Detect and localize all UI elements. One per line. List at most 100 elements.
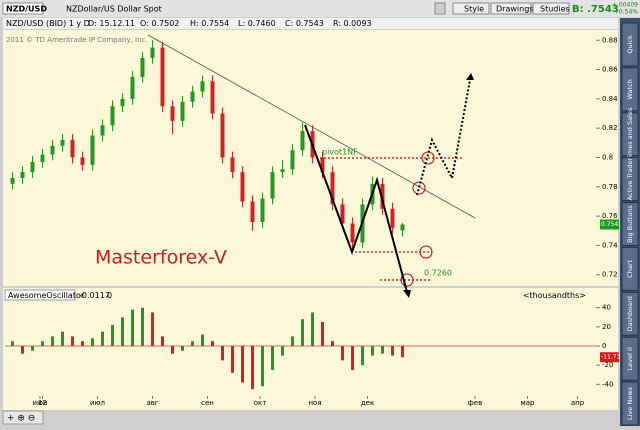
osc-name: AwesomeOscillator <box>8 291 85 300</box>
candle-body <box>300 131 305 151</box>
candle-body <box>150 47 155 58</box>
osc-units: <thousandths> <box>523 291 586 300</box>
oscillator-bar <box>171 346 174 354</box>
sidebar-tab[interactable] <box>621 157 639 202</box>
sidebar-tab[interactable] <box>621 246 639 291</box>
oscillator-bar <box>211 341 214 346</box>
x-tick-label: фев <box>468 399 482 407</box>
low: L: 0.7460 <box>238 19 276 28</box>
symbol: NZD/USD <box>6 5 47 14</box>
candle-body <box>270 172 275 199</box>
candle-body <box>290 150 295 170</box>
candle-body <box>380 183 385 209</box>
y-tick-label: 0 <box>602 342 606 350</box>
sidebar-tab-label: Chart <box>626 260 634 278</box>
x-tick-label: ноя <box>308 399 321 407</box>
target-label: 0.7260 <box>424 269 452 278</box>
oscillator-bar <box>401 346 404 358</box>
sidebar-tab[interactable] <box>621 291 639 336</box>
oscillator-bar <box>131 309 134 346</box>
candle-body <box>250 201 255 222</box>
candle-body <box>40 154 45 162</box>
oscillator-panel <box>3 288 618 396</box>
last-price-box <box>600 219 619 230</box>
forecast-path <box>416 79 471 196</box>
candle-body <box>140 57 145 77</box>
y-tick-label: 20 <box>602 323 611 331</box>
candle-body <box>120 98 125 107</box>
sidebar-tab[interactable] <box>621 336 639 381</box>
osc-zero: 0 <box>107 291 112 300</box>
y-tick-label: 40 <box>602 304 611 312</box>
y-tick-label: 0.84 <box>602 95 618 103</box>
zoom-controls[interactable] <box>2 410 44 425</box>
sidebar-tab-label: Big Buttons <box>626 205 634 243</box>
candle-body <box>230 157 235 173</box>
oscillator-bar <box>41 341 44 346</box>
change-pct: +0.54% <box>614 9 638 16</box>
description: NZDollar/US Dollar Spot <box>66 5 162 14</box>
circle <box>400 273 414 287</box>
y-tick-label: 0.78 <box>602 183 618 191</box>
oscillator-bar <box>221 346 224 361</box>
last-osc-box <box>600 352 619 363</box>
oscillator-bar <box>321 322 324 346</box>
y-tick-label: 0.86 <box>602 66 618 74</box>
drawings-button[interactable] <box>490 2 532 15</box>
candle-body <box>260 198 265 222</box>
time-axis <box>3 396 618 410</box>
x-tick-label: сен <box>201 399 214 407</box>
symbol-input[interactable] <box>2 2 44 15</box>
candle-body <box>130 76 135 99</box>
osc-name-box <box>4 289 76 301</box>
annotations: pivot1NF 0.7260 Masterforex-V <box>95 34 476 298</box>
candle-body <box>340 204 345 224</box>
oscillator-bar <box>271 346 274 370</box>
oscillator-bar <box>291 336 294 346</box>
oscillator-bar <box>81 341 84 346</box>
oscillator-bar <box>371 346 374 356</box>
arrowhead <box>403 290 411 298</box>
sidebar-tab[interactable] <box>621 381 639 426</box>
candle-body <box>70 139 75 158</box>
range: R: 0.0093 <box>333 19 372 28</box>
arrowhead <box>466 73 474 80</box>
candle-body <box>100 125 105 136</box>
oscillator-bar <box>391 346 394 356</box>
y-tick-label: -40 <box>602 380 613 388</box>
candle-body <box>190 91 195 102</box>
date: D: 15.12.11 <box>88 19 135 28</box>
sidebar-tab-label: Times and Sales <box>626 107 634 162</box>
y-tick-label: 0.82 <box>602 124 618 132</box>
candle-body <box>220 113 225 158</box>
oscillator-bar <box>111 324 114 346</box>
sidebar-tab-label: Level II <box>626 347 634 370</box>
sidebar-tab[interactable] <box>621 202 639 246</box>
candle-body <box>200 81 205 92</box>
oscillator-bar <box>231 346 234 373</box>
oscillator-bar <box>71 336 74 346</box>
osc-current: -0.0117 <box>79 291 110 300</box>
oscillator-bar <box>91 338 94 346</box>
oscillator-bar <box>301 319 304 346</box>
x-tick-label: авг <box>146 399 158 407</box>
candle-body <box>330 172 335 205</box>
sidebar-tab[interactable] <box>621 112 639 157</box>
sidebar-tab[interactable] <box>621 22 639 67</box>
oscillator-bar <box>51 336 54 346</box>
style-button[interactable] <box>452 2 490 15</box>
oscillator-bar <box>381 346 384 354</box>
oscillator-bar <box>191 341 194 346</box>
oscillator-bar <box>141 307 144 346</box>
bid: B: .7543 <box>572 4 619 15</box>
oscillator-bar <box>241 346 244 383</box>
x-tick-label: июл <box>90 399 105 407</box>
last-osc: -11.73 <box>601 354 621 361</box>
sidebar-tab[interactable] <box>621 67 639 112</box>
study: NZD/USD (BID) 1 y D <box>6 19 90 28</box>
d-button[interactable] <box>434 2 446 15</box>
oscillator-bar <box>351 346 354 370</box>
studies-button[interactable] <box>532 2 570 15</box>
oscillator-bar <box>31 346 34 351</box>
